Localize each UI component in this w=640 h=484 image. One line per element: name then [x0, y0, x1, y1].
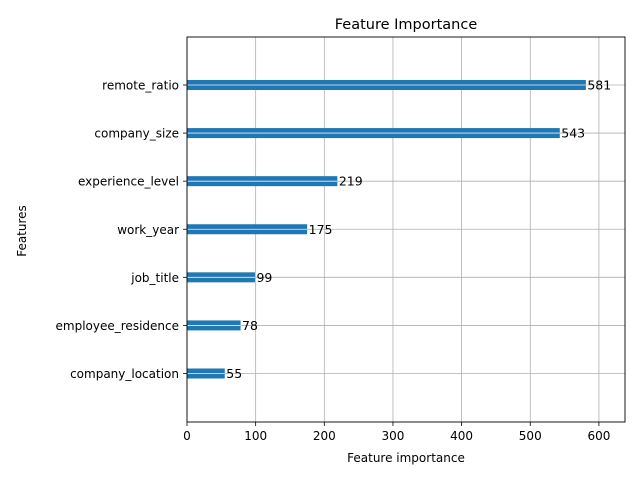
y-tick-label: experience_level	[78, 175, 179, 189]
y-tick-label: work_year	[117, 223, 179, 237]
x-tick-label: 200	[313, 429, 336, 443]
x-tick-label: 0	[183, 429, 191, 443]
y-tick-label: company_size	[94, 127, 179, 141]
data-label: 55	[226, 366, 242, 381]
x-axis-label: Feature importance	[347, 451, 465, 465]
data-label: 78	[242, 318, 258, 333]
y-axis-label: Features	[15, 205, 29, 257]
y-axis: company_location employee_residence job_ti…	[56, 79, 187, 381]
x-tick-label: 500	[519, 429, 542, 443]
data-label: 99	[256, 270, 272, 285]
x-axis: 0 100 200 300 400 500 600	[183, 422, 610, 443]
x-tick-label: 600	[587, 429, 610, 443]
data-label: 543	[561, 126, 585, 141]
chart-title: Feature Importance	[335, 17, 478, 33]
y-tick-label: job_title	[130, 271, 179, 285]
data-label: 175	[309, 222, 333, 237]
data-label: 581	[587, 78, 611, 93]
data-labels: 55 78 99 175 219 543 581	[226, 78, 611, 382]
y-tick-label: employee_residence	[56, 319, 179, 333]
y-tick-label: company_location	[70, 367, 179, 381]
x-tick-label: 400	[450, 429, 473, 443]
x-tick-label: 300	[382, 429, 405, 443]
bars-layer	[187, 80, 586, 379]
data-label: 219	[339, 174, 363, 189]
x-tick-label: 100	[244, 429, 267, 443]
y-tick-label: remote_ratio	[102, 79, 179, 93]
